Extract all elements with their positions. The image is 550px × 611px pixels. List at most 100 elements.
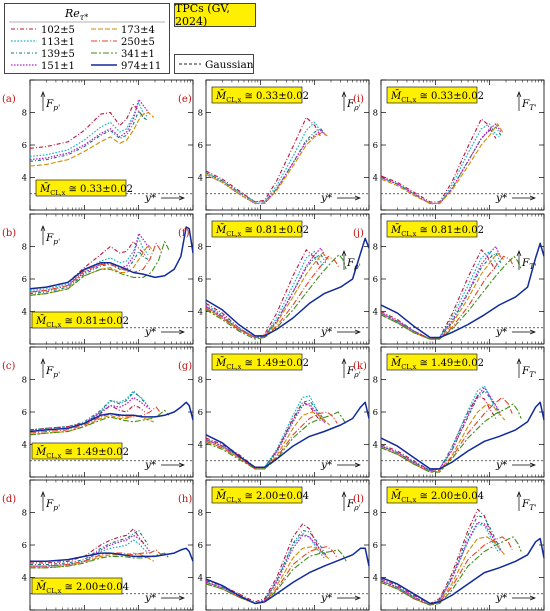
series-line-974±11: [380, 401, 545, 470]
x-arrowhead: [529, 595, 536, 601]
series-line-974±11: [30, 547, 194, 563]
series-line-113±1: [29, 237, 149, 291]
panel-letter: (d): [2, 494, 16, 505]
series-line-151±1: [380, 386, 502, 472]
x-arrowhead: [354, 329, 361, 335]
panel-e: 468(e) Fρ'y*M̄CL,x ≅ 0.33±0.02: [178, 79, 370, 211]
series-line-113±1: [29, 102, 149, 157]
mach-number-text: M̄CL,x ≅ 0.81±0.02: [215, 224, 309, 238]
panel-j: 468(j)FT'y*M̄CL,x ≅ 0.81±0.02: [353, 213, 545, 345]
series-line-113±1: [205, 250, 325, 339]
series-line-151±1: [29, 232, 151, 293]
y-tick-label: 8: [198, 243, 203, 253]
legend-label: 113±1: [41, 37, 75, 48]
x-arrowhead: [354, 595, 361, 601]
series-line-250±5: [29, 406, 162, 434]
series-line-139±5: [29, 391, 149, 431]
panel-d: 1101001000468(d)Fp'y*M̄CL,x ≅ 2.00±0.04: [2, 479, 194, 611]
y-tick-label: 4: [198, 441, 203, 451]
mach-number-text: M̄CL,x ≅ 0.33±0.02: [215, 90, 309, 104]
x-arrowhead: [354, 462, 361, 468]
series-line-341±1: [205, 254, 347, 340]
series-line-102±5: [29, 103, 146, 149]
panel-h: 1101001000468(h)Fρ'y*M̄CL,x ≅ 2.00±0.04: [178, 479, 370, 611]
mach-number-box: M̄CL,x ≅ 2.00±0.04: [386, 486, 484, 504]
y-tick-label: 8: [22, 376, 27, 386]
mach-number-box: M̄CL,x ≅ 0.81±0.02: [211, 220, 309, 238]
series-line-151±1: [380, 521, 502, 606]
mach-number-box: M̄CL,x ≅ 1.49±0.02: [31, 442, 129, 460]
mach-number-text: M̄CL,x ≅ 0.81±0.02: [35, 315, 129, 329]
panel-letter: (j): [353, 228, 364, 239]
panel-g: 468(g) Fρ'y*M̄CL,x ≅ 1.49±0.02: [178, 346, 370, 478]
series-line-250±5: [30, 549, 162, 567]
y-tick-label: 6: [198, 275, 203, 285]
y-tick-label: 8: [198, 509, 203, 519]
mach-number-box: M̄CL,x ≅ 0.33±0.02: [211, 86, 309, 104]
y-tick-label: 6: [373, 408, 378, 418]
y-tick-label: 4: [373, 308, 378, 318]
y-tick-label: 6: [198, 541, 203, 551]
y-arrowhead: [341, 358, 347, 365]
series-line-974±11: [380, 242, 545, 339]
y-arrowhead: [40, 491, 46, 498]
mach-box-bg: [31, 577, 123, 595]
panel-f: 468(f)Fρ'y*M̄CL,x ≅ 0.81±0.02: [178, 213, 370, 345]
y-tick-label: 8: [22, 509, 27, 519]
panel-i: 468(i) FT'y*M̄CL,x ≅ 0.33±0.02: [353, 79, 545, 211]
mach-box-bg: [211, 86, 303, 104]
y-tick-label: 6: [373, 541, 378, 551]
y-tick-label: 4: [198, 174, 203, 184]
mach-number-text: M̄CL,x ≅ 1.49±0.02: [35, 446, 129, 460]
y-arrowhead: [341, 91, 347, 98]
series-line-341±1: [30, 552, 170, 569]
panel-letter: (b): [2, 228, 16, 239]
series-line-151±1: [29, 396, 151, 433]
y-tick-label: 8: [198, 109, 203, 119]
series-line-102±5: [29, 241, 146, 290]
x-axis-label: y*: [495, 459, 508, 471]
series-line-102±5: [205, 249, 322, 339]
x-arrowhead: [529, 329, 536, 335]
series-line-151±1: [205, 534, 327, 605]
x-axis-label: y*: [144, 326, 157, 338]
x-axis-label: y*: [144, 592, 157, 604]
panel-letter: (e): [178, 94, 192, 105]
x-axis-label: y*: [320, 459, 333, 471]
mach-box-bg: [35, 179, 127, 197]
x-axis-label: y*: [320, 326, 333, 338]
x-arrowhead: [178, 595, 185, 601]
y-tick-label: 8: [373, 376, 378, 386]
series-line-102±5: [29, 404, 146, 431]
mach-number-text: M̄CL,x ≅ 1.49±0.02: [390, 357, 484, 371]
legend-label: 139±5: [41, 49, 75, 60]
y-tick-label: 4: [22, 308, 27, 318]
y-tick-label: 8: [373, 509, 378, 519]
panel-letter: (i): [353, 94, 364, 105]
series-line-102±5: [380, 118, 497, 203]
mach-number-box: M̄CL,x ≅ 0.81±0.02: [386, 220, 484, 238]
x-arrowhead: [354, 195, 361, 201]
y-arrowhead: [516, 250, 522, 257]
y-tick-label: 8: [373, 109, 378, 119]
series-line-102±5: [380, 249, 497, 340]
y-tick-label: 4: [373, 441, 378, 451]
legend-label: 341±1: [121, 49, 155, 60]
y-tick-label: 8: [22, 109, 27, 119]
series-line-250±5: [205, 255, 340, 339]
source-tag: TPCs (GV, 2024): [174, 2, 256, 28]
series-line-151±1: [380, 123, 502, 205]
legend-box: Reτ* 102±5 173±4 113±1 250±5 139±5 341±1 151±1 9…: [4, 3, 170, 74]
panel-b: 468(b) Fp'y*M̄CL,x ≅ 0.81±0.02: [2, 213, 194, 345]
series-line-341±1: [380, 255, 522, 340]
series-line-250±5: [380, 255, 515, 340]
mach-number-text: M̄CL,x ≅ 0.33±0.02: [390, 90, 484, 104]
x-axis-label: y*: [320, 592, 333, 604]
series-line-341±1: [205, 549, 347, 605]
y-tick-label: 4: [22, 574, 27, 584]
series-line-173±4: [29, 244, 155, 296]
panel-letter: (h): [178, 494, 192, 505]
legend-svg: Reτ* 102±5 173±4 113±1 250±5 139±5 341±1 151±1 9…: [9, 7, 165, 72]
mach-number-text: M̄CL,x ≅ 2.00±0.04: [215, 490, 309, 504]
mach-number-box: M̄CL,x ≅ 1.49±0.02: [211, 353, 309, 371]
